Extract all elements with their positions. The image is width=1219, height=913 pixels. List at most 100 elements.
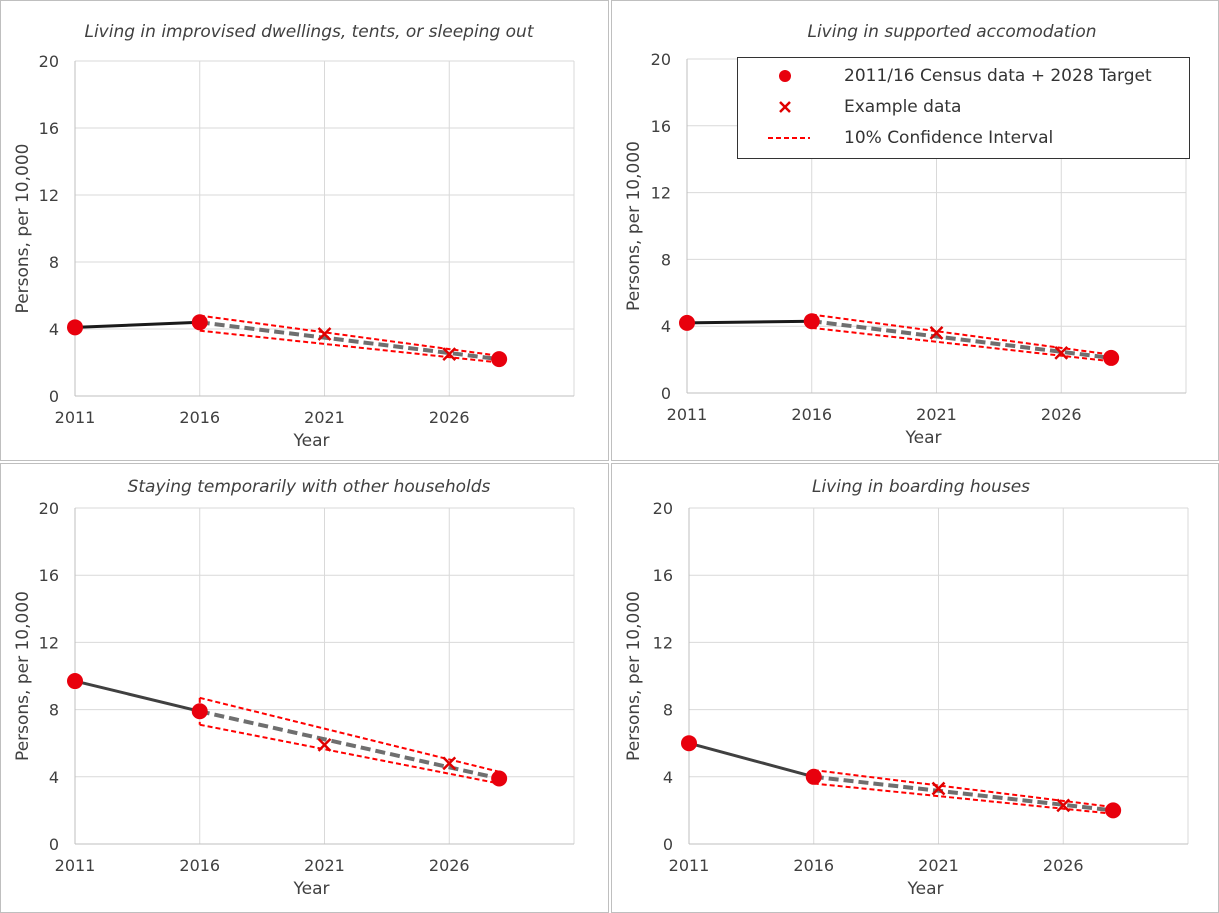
ci-lower-line bbox=[811, 326, 1112, 363]
census-data-point bbox=[805, 768, 822, 785]
x-tick-label: 2021 bbox=[916, 405, 957, 424]
x-tick-label: 2016 bbox=[793, 856, 834, 875]
chart-legend: 2011/16 Census data + 2028 Target Exampl… bbox=[737, 57, 1190, 159]
legend-item-census: 2011/16 Census data + 2028 Target bbox=[738, 63, 1189, 89]
y-tick-label: 20 bbox=[39, 499, 59, 518]
ci-upper-line bbox=[811, 313, 1112, 356]
example-data-point bbox=[1056, 798, 1071, 813]
example-data-point bbox=[442, 347, 457, 362]
legend-example-marker bbox=[779, 101, 791, 113]
example-data-point bbox=[317, 327, 332, 341]
y-axis-label: Persons, per 10,000 bbox=[13, 591, 33, 761]
x-tick-label: 2016 bbox=[791, 405, 832, 424]
ci-upper-line bbox=[199, 314, 500, 357]
y-tick-label: 4 bbox=[661, 317, 671, 336]
y-axis-label: Persons, per 10,000 bbox=[624, 141, 644, 311]
example-data-point bbox=[929, 325, 944, 340]
census-data-point bbox=[491, 351, 508, 368]
chart-title: Living in improvised dwellings, tents, o… bbox=[84, 22, 534, 42]
chart-panel-improvised: 0 4 8 12 16 20 2011 2016 2021 2026 Living in impro… bbox=[0, 0, 609, 461]
legend-example-label: Example data bbox=[844, 97, 962, 117]
y-tick-label: 4 bbox=[49, 768, 59, 787]
y-axis-label: Persons, per 10,000 bbox=[624, 591, 644, 761]
y-tick-label: 0 bbox=[49, 835, 59, 854]
x-tick-label: 2021 bbox=[304, 856, 345, 875]
x-tick-label: 2021 bbox=[304, 408, 345, 427]
y-tick-label: 16 bbox=[39, 119, 59, 138]
x-axis-label: Year bbox=[905, 428, 942, 448]
chart-panel-staying-temporarily: 0 4 8 12 16 20 2011 2016 2021 2026 Staying tempora… bbox=[0, 463, 609, 913]
census-history-line bbox=[74, 679, 201, 713]
legend-census-marker bbox=[779, 70, 791, 82]
ci-upper-line bbox=[813, 769, 1114, 809]
example-data-point bbox=[317, 737, 332, 752]
x-axis-label: Year bbox=[293, 431, 330, 451]
census-data-point bbox=[681, 735, 697, 752]
ci-lower-line bbox=[813, 782, 1114, 815]
x-tick-label: 2011 bbox=[55, 856, 96, 875]
x-tick-label: 2026 bbox=[1041, 405, 1082, 424]
chart-panel-boarding-houses: 0 4 8 12 16 20 2011 2016 2021 2026 Living in board… bbox=[611, 463, 1219, 913]
ci-upper-line bbox=[199, 696, 500, 773]
y-tick-label: 20 bbox=[653, 499, 673, 518]
legend-item-ci: 10% Confidence Interval bbox=[738, 125, 1189, 151]
y-tick-label: 8 bbox=[49, 701, 59, 720]
x-tick-label: 2026 bbox=[1043, 856, 1084, 875]
y-tick-label: 12 bbox=[653, 633, 673, 652]
census-data-point bbox=[191, 314, 208, 331]
x-tick-label: 2016 bbox=[179, 408, 220, 427]
census-history-line bbox=[74, 320, 200, 329]
census-data-point bbox=[67, 673, 83, 690]
x-tick-label: 2026 bbox=[429, 856, 470, 875]
trend-line bbox=[199, 320, 500, 362]
y-tick-label: 12 bbox=[39, 186, 59, 205]
x-axis-label: Year bbox=[907, 879, 944, 899]
census-data-point bbox=[1103, 349, 1120, 366]
census-data-point bbox=[67, 319, 83, 336]
y-tick-label: 4 bbox=[663, 768, 673, 787]
y-axis-label: Persons, per 10,000 bbox=[13, 144, 33, 314]
y-tick-label: 8 bbox=[661, 250, 671, 269]
example-data-point bbox=[442, 756, 457, 771]
chart-svg-staying-temporarily: 0 4 8 12 16 20 2011 2016 2021 2026 Staying tempora… bbox=[13, 477, 575, 899]
chart-svg-boarding-houses: 0 4 8 12 16 20 2011 2016 2021 2026 Living in board… bbox=[624, 477, 1189, 899]
example-data-point bbox=[931, 781, 946, 796]
y-tick-label: 16 bbox=[39, 566, 59, 585]
legend-ci-marker bbox=[768, 137, 810, 139]
y-tick-label: 12 bbox=[39, 633, 59, 652]
x-tick-label: 2026 bbox=[429, 408, 470, 427]
y-tick-label: 0 bbox=[661, 384, 671, 403]
y-tick-label: 20 bbox=[39, 52, 59, 71]
trend-line bbox=[811, 319, 1112, 360]
legend-ci-label: 10% Confidence Interval bbox=[844, 128, 1054, 148]
y-tick-label: 16 bbox=[653, 566, 673, 585]
legend-census-label: 2011/16 Census data + 2028 Target bbox=[844, 66, 1152, 86]
y-tick-label: 20 bbox=[651, 50, 671, 69]
y-tick-label: 8 bbox=[49, 253, 59, 272]
chart-title: Living in boarding houses bbox=[812, 477, 1030, 497]
y-tick-label: 4 bbox=[49, 320, 59, 339]
chart-title: Living in supported accomodation bbox=[807, 22, 1096, 42]
chart-svg-improvised: 0 4 8 12 16 20 2011 2016 2021 2026 Living in impro… bbox=[13, 22, 575, 451]
census-history-line bbox=[688, 741, 815, 779]
census-data-point bbox=[803, 313, 820, 330]
y-tick-label: 8 bbox=[663, 701, 673, 720]
x-axis-label: Year bbox=[293, 879, 330, 899]
x-tick-label: 2016 bbox=[179, 856, 220, 875]
y-tick-label: 12 bbox=[651, 184, 671, 203]
census-data-point bbox=[191, 703, 208, 720]
x-tick-label: 2021 bbox=[918, 856, 959, 875]
trend-line bbox=[813, 774, 1114, 813]
x-tick-label: 2011 bbox=[669, 856, 710, 875]
y-tick-label: 0 bbox=[663, 835, 673, 854]
y-tick-label: 16 bbox=[651, 117, 671, 136]
census-data-point bbox=[491, 770, 508, 787]
ci-lower-line bbox=[199, 723, 500, 785]
chart-title: Staying temporarily with other household… bbox=[128, 477, 491, 497]
ci-lower-line bbox=[199, 329, 500, 364]
x-tick-label: 2011 bbox=[667, 405, 708, 424]
census-history-line bbox=[686, 319, 812, 325]
census-data-point bbox=[1105, 802, 1122, 819]
y-tick-label: 0 bbox=[49, 387, 59, 406]
x-tick-label: 2011 bbox=[55, 408, 96, 427]
